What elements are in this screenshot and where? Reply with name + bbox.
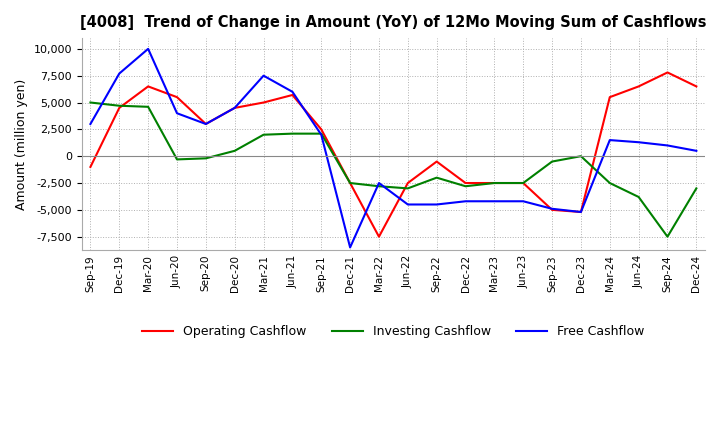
Investing Cashflow — [490, 180, 499, 186]
Operating Cashflow — [606, 95, 614, 100]
Operating Cashflow — [490, 180, 499, 186]
Investing Cashflow — [692, 186, 701, 191]
Operating Cashflow — [548, 207, 557, 213]
Investing Cashflow — [230, 148, 239, 154]
Operating Cashflow — [202, 121, 210, 127]
Free Cashflow — [519, 198, 528, 204]
Operating Cashflow — [432, 159, 441, 164]
Investing Cashflow — [403, 186, 412, 191]
Investing Cashflow — [202, 156, 210, 161]
Investing Cashflow — [663, 234, 672, 239]
Investing Cashflow — [259, 132, 268, 137]
Legend: Operating Cashflow, Investing Cashflow, Free Cashflow: Operating Cashflow, Investing Cashflow, … — [137, 320, 649, 343]
Operating Cashflow — [462, 180, 470, 186]
Investing Cashflow — [519, 180, 528, 186]
Line: Operating Cashflow: Operating Cashflow — [91, 73, 696, 237]
Y-axis label: Amount (million yen): Amount (million yen) — [15, 78, 28, 210]
Operating Cashflow — [173, 95, 181, 100]
Investing Cashflow — [144, 104, 153, 110]
Investing Cashflow — [317, 131, 325, 136]
Operating Cashflow — [86, 164, 95, 169]
Free Cashflow — [374, 180, 383, 186]
Free Cashflow — [403, 202, 412, 207]
Investing Cashflow — [462, 183, 470, 189]
Free Cashflow — [317, 132, 325, 137]
Free Cashflow — [548, 206, 557, 212]
Free Cashflow — [663, 143, 672, 148]
Operating Cashflow — [288, 92, 297, 98]
Investing Cashflow — [548, 159, 557, 164]
Investing Cashflow — [115, 103, 124, 108]
Investing Cashflow — [606, 180, 614, 186]
Title: [4008]  Trend of Change in Amount (YoY) of 12Mo Moving Sum of Cashflows: [4008] Trend of Change in Amount (YoY) o… — [80, 15, 706, 30]
Operating Cashflow — [259, 100, 268, 105]
Operating Cashflow — [230, 105, 239, 110]
Investing Cashflow — [432, 175, 441, 180]
Free Cashflow — [577, 209, 585, 215]
Free Cashflow — [346, 245, 354, 250]
Investing Cashflow — [346, 180, 354, 186]
Free Cashflow — [115, 71, 124, 76]
Operating Cashflow — [577, 209, 585, 215]
Operating Cashflow — [144, 84, 153, 89]
Operating Cashflow — [346, 180, 354, 186]
Operating Cashflow — [317, 127, 325, 132]
Line: Free Cashflow: Free Cashflow — [91, 49, 696, 247]
Free Cashflow — [288, 89, 297, 95]
Investing Cashflow — [634, 194, 643, 200]
Operating Cashflow — [115, 105, 124, 110]
Free Cashflow — [86, 121, 95, 127]
Operating Cashflow — [692, 84, 701, 89]
Investing Cashflow — [288, 131, 297, 136]
Free Cashflow — [692, 148, 701, 154]
Free Cashflow — [144, 46, 153, 51]
Free Cashflow — [432, 202, 441, 207]
Free Cashflow — [259, 73, 268, 78]
Free Cashflow — [490, 198, 499, 204]
Operating Cashflow — [403, 180, 412, 186]
Free Cashflow — [202, 121, 210, 127]
Operating Cashflow — [634, 84, 643, 89]
Operating Cashflow — [519, 180, 528, 186]
Investing Cashflow — [173, 157, 181, 162]
Free Cashflow — [173, 110, 181, 116]
Investing Cashflow — [577, 154, 585, 159]
Free Cashflow — [634, 139, 643, 145]
Line: Investing Cashflow: Investing Cashflow — [91, 103, 696, 237]
Free Cashflow — [606, 137, 614, 143]
Investing Cashflow — [374, 183, 383, 189]
Free Cashflow — [230, 105, 239, 110]
Investing Cashflow — [86, 100, 95, 105]
Operating Cashflow — [374, 234, 383, 239]
Free Cashflow — [462, 198, 470, 204]
Operating Cashflow — [663, 70, 672, 75]
